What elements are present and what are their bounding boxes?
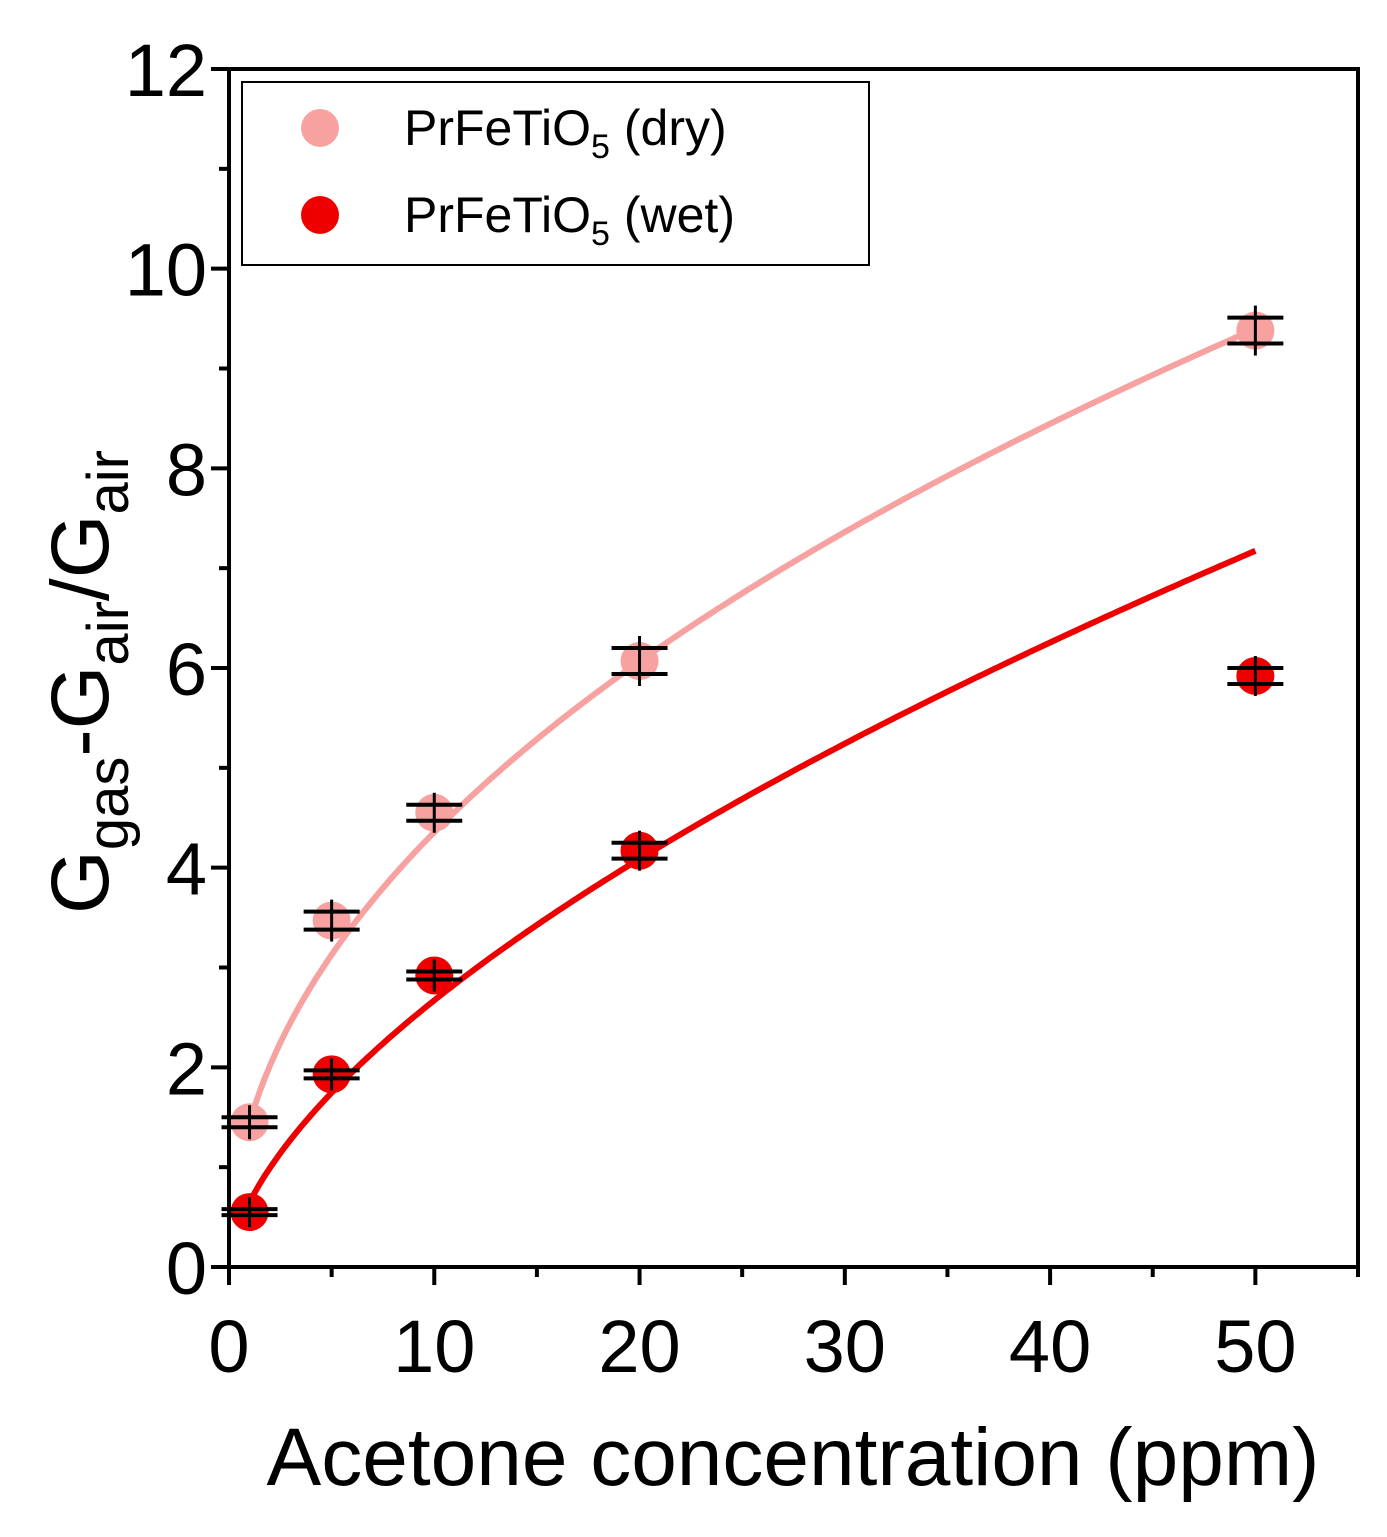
x-tick-label: 30 <box>804 1305 886 1388</box>
x-tick-label: 0 <box>208 1305 249 1388</box>
point-layer <box>221 305 1284 1232</box>
y-tick-label: 12 <box>125 29 207 112</box>
x-tick-label: 40 <box>1009 1305 1091 1388</box>
y-tick-label: 6 <box>166 628 207 711</box>
y-tick-label: 0 <box>166 1227 207 1310</box>
y-tick-label: 2 <box>166 1027 207 1110</box>
legend-marker <box>301 196 339 234</box>
y-tick-label: 8 <box>166 428 207 511</box>
y-axis-title: Ggas-Gair/Gair <box>35 450 141 914</box>
x-tick-label: 20 <box>598 1305 680 1388</box>
fit-layer <box>246 326 1257 1204</box>
legend-marker <box>301 109 339 147</box>
legend-box <box>241 81 870 266</box>
x-tick-label: 50 <box>1214 1305 1296 1388</box>
legend-label: PrFeTiO5 (dry) <box>404 100 727 166</box>
legend-label: PrFeTiO5 (wet) <box>404 187 735 253</box>
y-tick-label: 4 <box>166 828 207 911</box>
fit-curve <box>246 548 1257 1204</box>
y-tick-label: 10 <box>125 229 207 312</box>
legend: PrFeTiO5 (dry) PrFeTiO5 (wet) <box>241 81 870 266</box>
fit-curve <box>246 326 1257 1124</box>
x-axis-title: Acetone concentration (ppm) <box>267 1412 1320 1503</box>
x-tick-label: 10 <box>393 1305 475 1388</box>
tick-layer: 0 10 20 30 40 50 0 2 4 6 8 10 12 <box>125 29 1360 1388</box>
